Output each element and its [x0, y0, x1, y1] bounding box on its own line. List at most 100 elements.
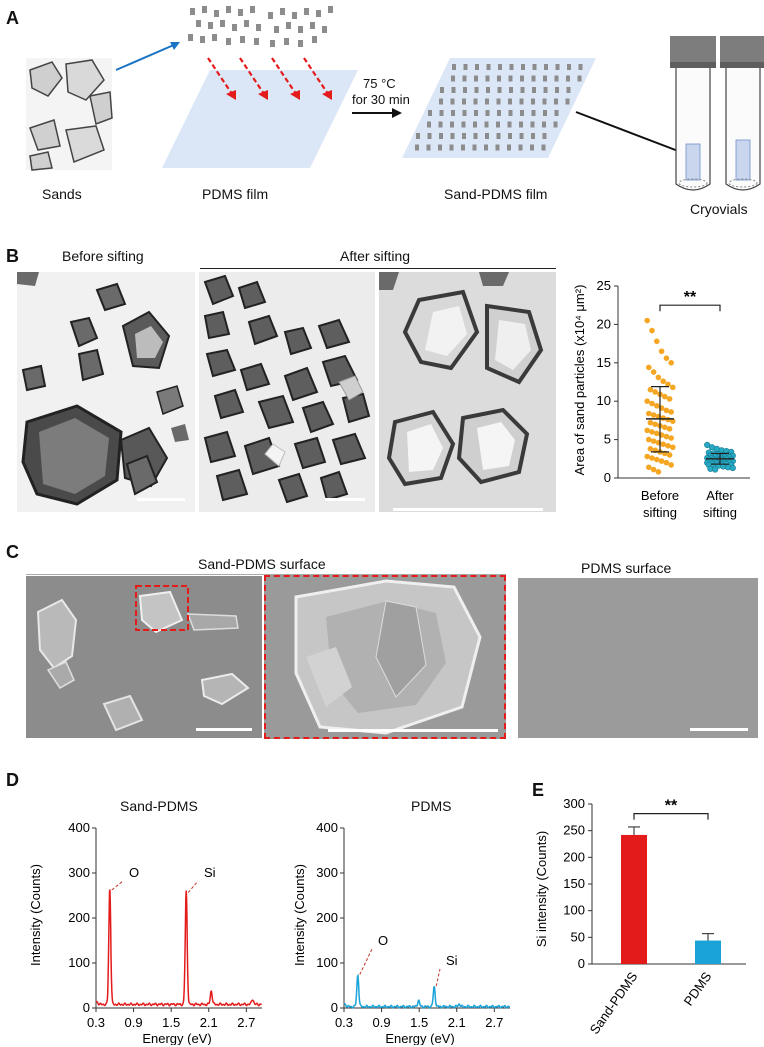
- x-tick-label: 2.1: [200, 1015, 218, 1030]
- spectrum-line: [95, 889, 262, 1007]
- film-sand-grain: [485, 75, 490, 82]
- spectrum-line: [343, 973, 510, 1009]
- y-tick-label: 10: [597, 393, 611, 408]
- film-sand-grain: [543, 87, 548, 93]
- peak-leader: [435, 968, 441, 987]
- film-sand-grain: [415, 144, 419, 151]
- film-sand-grain: [508, 75, 513, 82]
- d-right-title: PDMS: [411, 798, 452, 814]
- y-tick-label: 400: [68, 820, 90, 835]
- film-sand-grain: [553, 121, 558, 128]
- film-sand-grain: [530, 144, 534, 151]
- film-sand-grain: [530, 121, 535, 128]
- film-sand-grain: [532, 64, 537, 70]
- film-sand-grain: [474, 75, 478, 82]
- film-sand-grain: [438, 121, 443, 128]
- data-point: [662, 424, 668, 431]
- film-sand-grain: [449, 144, 454, 151]
- film-sand-grain: [554, 110, 559, 116]
- film-sand-grain: [486, 87, 490, 93]
- data-point: [647, 446, 654, 452]
- film-sand-grain: [554, 75, 559, 82]
- film-sand-grain: [541, 144, 546, 151]
- film-sand-grain: [485, 133, 489, 139]
- film-sand-grain: [520, 87, 525, 93]
- film-sand-grain: [544, 64, 548, 70]
- y-tick-label: 25: [597, 278, 611, 293]
- film-sand-grain: [485, 110, 490, 116]
- data-point: [665, 442, 671, 449]
- data-point: [647, 386, 654, 393]
- film-sand-grain: [497, 75, 501, 82]
- y-tick-label: 300: [316, 865, 338, 880]
- scale-bar-sem-1: [196, 728, 252, 731]
- film-sand-grain: [519, 98, 524, 105]
- micrograph-after-low: [199, 272, 375, 512]
- y-tick-label: 5: [604, 432, 611, 447]
- film-sand-grain: [475, 64, 479, 70]
- film-sand-grain: [566, 75, 570, 82]
- x-tick-label: sifting: [703, 505, 737, 520]
- y-tick-label: 200: [68, 910, 90, 925]
- data-point: [668, 409, 674, 415]
- film-sand-grain: [531, 110, 536, 116]
- sands-label: Sands: [42, 186, 82, 202]
- panel-label-b: B: [6, 246, 19, 266]
- film-sand-grain: [462, 75, 467, 82]
- film-sand-grain: [416, 133, 420, 139]
- y-tick-label: 100: [563, 903, 585, 918]
- data-point: [644, 398, 650, 404]
- film-sand-grain: [439, 133, 443, 139]
- x-tick-label: Sand-PDMS: [587, 969, 641, 1037]
- film-sand-grain: [461, 144, 465, 151]
- film-sand-grain: [439, 98, 443, 105]
- y-tick-label: 200: [316, 910, 338, 925]
- film-sand-grain: [485, 98, 489, 105]
- film-sand-grain: [508, 110, 513, 116]
- data-point: [650, 369, 657, 375]
- film-sand-grain: [520, 110, 524, 116]
- peak-leader: [359, 948, 373, 975]
- film-sand-grain: [542, 121, 546, 128]
- significance-label: **: [665, 798, 678, 815]
- film-sand-grain: [507, 144, 511, 151]
- data-point: [649, 327, 655, 334]
- chart-d2-ylabel: Intensity (Counts): [292, 864, 307, 966]
- peak-label: Si: [446, 953, 458, 968]
- data-point: [668, 462, 674, 468]
- film-sand-grain: [450, 98, 455, 105]
- film-sand-grain: [509, 64, 514, 70]
- y-tick-label: 200: [563, 849, 585, 864]
- film-sand-grain: [462, 110, 467, 116]
- film-sand-grain: [508, 98, 512, 105]
- film-sand-grain: [486, 64, 491, 70]
- data-point: [665, 381, 671, 388]
- film-sand-grain: [496, 121, 500, 128]
- data-point: [646, 464, 652, 471]
- film-sand-grain: [461, 121, 466, 128]
- data-point: [666, 452, 673, 458]
- film-sand-grain: [451, 110, 455, 116]
- film-sand-grain: [450, 121, 454, 128]
- y-tick-label: 15: [597, 355, 611, 370]
- data-point: [712, 466, 719, 473]
- data-point: [646, 436, 652, 443]
- sem-pdms: [518, 578, 758, 738]
- scale-bar-3: [393, 508, 543, 511]
- data-point: [647, 419, 654, 426]
- panel-label-d: D: [6, 770, 19, 790]
- peak-label: O: [378, 933, 388, 948]
- film-sand-grain: [566, 87, 571, 93]
- data-point: [654, 403, 660, 409]
- data-point: [668, 435, 674, 441]
- film-sand-grain: [497, 110, 501, 116]
- sem-zoom: [264, 575, 506, 739]
- film-sand-grain: [473, 98, 478, 105]
- data-point: [729, 464, 736, 472]
- data-point: [650, 438, 657, 444]
- y-tick-label: 150: [563, 876, 585, 891]
- data-point: [663, 407, 670, 414]
- data-point: [663, 355, 670, 361]
- data-point: [644, 427, 650, 434]
- pdms-surface-title: PDMS surface: [581, 560, 672, 576]
